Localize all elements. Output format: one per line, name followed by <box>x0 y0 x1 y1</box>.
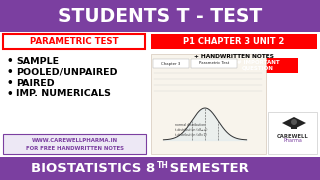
Bar <box>0 155 320 157</box>
Text: FOR FREE HANDWRITTEN NOTES: FOR FREE HANDWRITTEN NOTES <box>26 145 124 150</box>
Text: Chapter 3: Chapter 3 <box>161 62 181 66</box>
Bar <box>0 32 320 34</box>
Text: normal distribution: normal distribution <box>175 123 205 127</box>
Text: •: • <box>7 67 14 77</box>
Text: + HANDWRITTEN NOTES: + HANDWRITTEN NOTES <box>194 53 274 59</box>
Circle shape <box>291 119 297 125</box>
Bar <box>153 59 189 68</box>
Text: BIOSTATISTICS 8: BIOSTATISTICS 8 <box>31 162 155 175</box>
Text: POOLED/UNPAIRED: POOLED/UNPAIRED <box>16 68 117 76</box>
Text: # IMPORTANT
QUESTION: # IMPORTANT QUESTION <box>237 60 279 71</box>
Bar <box>0 157 320 180</box>
Text: TH: TH <box>157 161 169 170</box>
Text: SAMPLE: SAMPLE <box>16 57 59 66</box>
Text: t-distribution (df=1): t-distribution (df=1) <box>175 133 207 137</box>
Bar <box>0 32 320 157</box>
Text: t-distribution (df→∞): t-distribution (df→∞) <box>175 128 207 132</box>
Polygon shape <box>282 117 306 129</box>
Bar <box>3 134 146 154</box>
Text: •: • <box>7 78 14 88</box>
Bar <box>291 121 297 129</box>
Bar <box>151 54 266 154</box>
Text: P1 CHAPTER 3 UNIT 2: P1 CHAPTER 3 UNIT 2 <box>183 37 285 46</box>
Text: Parametric Test: Parametric Test <box>199 62 229 66</box>
Text: CAREWELL: CAREWELL <box>276 134 308 138</box>
Bar <box>3 34 145 49</box>
Text: IMP. NUMERICALS: IMP. NUMERICALS <box>16 89 111 98</box>
Text: PARAMETRIC TEST: PARAMETRIC TEST <box>30 37 118 46</box>
Text: Pharma: Pharma <box>283 138 302 143</box>
Text: •: • <box>7 89 14 99</box>
Text: WWW.CAREWELLPHARMA.IN: WWW.CAREWELLPHARMA.IN <box>31 138 117 143</box>
Bar <box>268 112 317 154</box>
Text: SEMESTER: SEMESTER <box>165 162 249 175</box>
Bar <box>0 0 320 32</box>
Bar <box>218 58 298 73</box>
Text: PAIRED: PAIRED <box>16 78 55 87</box>
Text: STUDENTS T - TEST: STUDENTS T - TEST <box>58 8 262 26</box>
Bar <box>151 34 317 49</box>
Bar <box>191 59 237 68</box>
Text: •: • <box>7 56 14 66</box>
